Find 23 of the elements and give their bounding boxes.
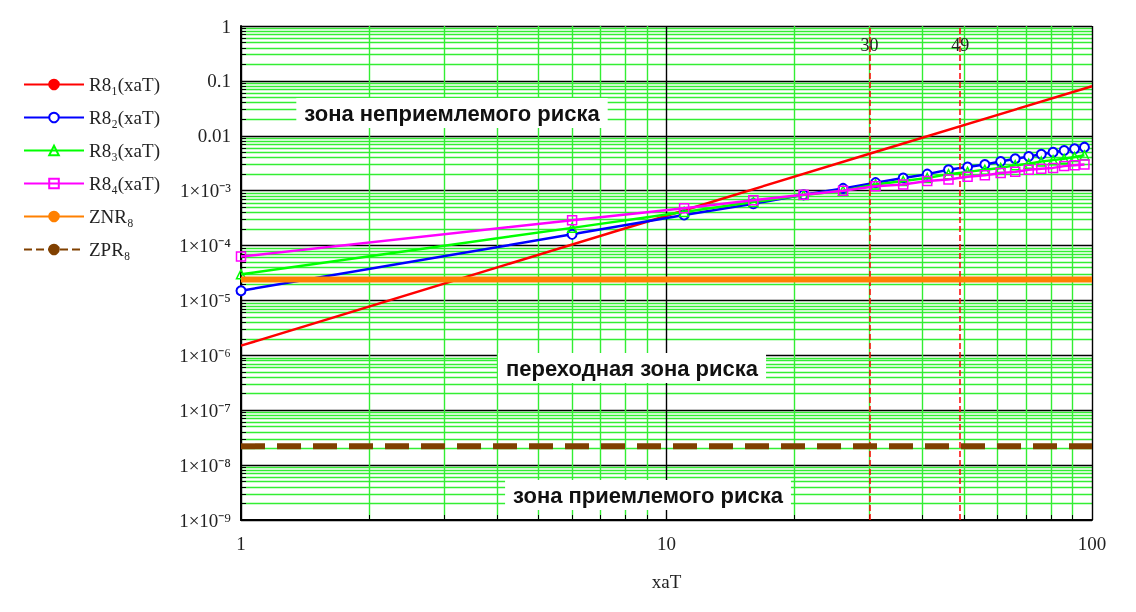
annotation: зона неприемлемого риска <box>304 100 601 126</box>
y-tick-label: 1×10⁻⁹ <box>179 509 232 531</box>
annotation: переходная зона риска <box>505 355 759 381</box>
y-tick-label: 1×10⁻⁷ <box>179 399 231 421</box>
legend-label: R8₃(xaT) <box>89 140 160 162</box>
legend-label: R8₂(xaT) <box>89 107 160 129</box>
legend-label: ZNR₈ <box>89 206 134 227</box>
legend-label: R8₄(xaT) <box>89 173 160 195</box>
y-tick-label: 1×10⁻⁶ <box>179 344 231 366</box>
y-tick-label: 1×10⁻⁸ <box>179 454 231 476</box>
x-tick-label: 100 <box>1077 533 1107 554</box>
x-axis-title: xaT <box>651 571 682 592</box>
annotation: зона приемлемого риска <box>513 482 784 508</box>
y-tick-label: 1 <box>221 15 231 37</box>
x-tick-label: 10 <box>657 533 676 554</box>
y-tick-label: 1×10⁻³ <box>180 180 232 202</box>
legend-label: ZPR₈ <box>89 239 131 260</box>
y-tick-label: 0.01 <box>197 125 231 147</box>
y-tick-label: 1×10⁻⁵ <box>179 289 231 311</box>
legend-label: R8₁(xaT) <box>89 74 160 96</box>
y-tick-label: 0.1 <box>207 70 231 92</box>
y-tick-label: 1×10⁻⁴ <box>179 235 232 257</box>
x-tick-label: 1 <box>236 533 246 554</box>
